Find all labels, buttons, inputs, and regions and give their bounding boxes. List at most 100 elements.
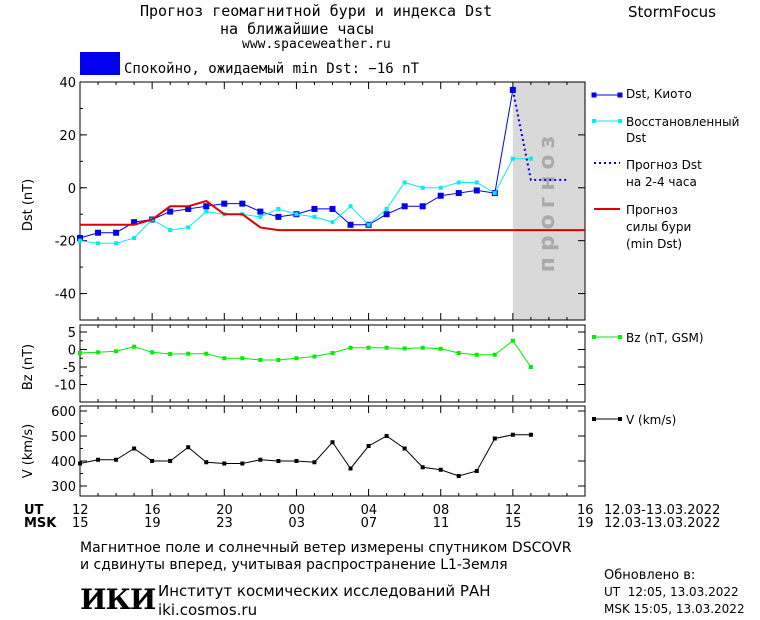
y-tick-label: 0 <box>68 182 76 197</box>
dst-restored-point <box>114 241 119 246</box>
y-tick-label: 0 <box>68 344 76 359</box>
bz-point <box>276 358 281 362</box>
dst-restored-point <box>510 156 515 161</box>
dst-restored-point <box>348 204 353 209</box>
legend-dst-forecast-1: Прогноз Dst <box>626 158 702 172</box>
bz-point <box>402 346 407 351</box>
bz-point <box>312 354 317 359</box>
v-point <box>186 445 191 450</box>
y-tick-label: -10 <box>55 379 76 394</box>
dst-kyoto-point <box>383 211 390 218</box>
y-tick-label: 20 <box>59 129 76 144</box>
bz-point <box>492 352 497 357</box>
v-point <box>240 461 245 466</box>
forecast-zone-label: прогноз <box>535 130 560 273</box>
v-point <box>312 460 317 465</box>
v-line <box>79 434 531 477</box>
dst-kyoto-point <box>239 200 246 207</box>
dst-restored-point <box>330 220 335 225</box>
dst-kyoto-point <box>455 190 462 197</box>
legend-dst-restored-1: Восстановленный <box>626 115 740 129</box>
bz-point <box>240 356 245 361</box>
v-point <box>438 467 443 472</box>
dst-kyoto-point <box>275 213 282 220</box>
site-url[interactable]: www.spaceweather.ru <box>242 37 391 52</box>
ut-tick-label: 04 <box>360 503 378 518</box>
legend-bz: Bz (nT, GSM) <box>626 331 704 345</box>
bz-point <box>420 345 425 350</box>
v-point <box>96 457 101 462</box>
msk-tick-label: 15 <box>72 516 89 531</box>
v-point <box>168 459 173 463</box>
legend-dst-forecast-2: на 2-4 часа <box>626 175 697 189</box>
bz-point <box>150 350 155 355</box>
msk-tick-label: 03 <box>288 516 305 531</box>
v-point <box>132 446 137 451</box>
msk-tick-label: 07 <box>360 516 378 531</box>
dst-restored-point <box>258 214 263 219</box>
bz-line <box>79 340 532 368</box>
bz-point <box>204 351 209 356</box>
ut-tick-label: 12 <box>504 503 522 518</box>
dst-kyoto-point <box>113 229 120 236</box>
v-point <box>366 444 371 448</box>
institute-site[interactable]: iki.cosmos.ru <box>158 601 258 619</box>
dst-restored-point <box>276 206 281 211</box>
bz-point <box>132 344 137 349</box>
title-line-2: на ближайшие часы <box>220 20 374 38</box>
legend-dst-restored-2: Dst <box>626 131 647 145</box>
dst-restored-point <box>528 156 533 161</box>
date-range-ut: 12.03-13.03.2022 <box>604 503 721 518</box>
v-point <box>114 457 119 462</box>
bz-point <box>456 351 461 355</box>
dst-restored-point <box>96 241 101 246</box>
dst-kyoto-point <box>347 221 354 228</box>
v-point <box>348 466 353 471</box>
legend-bz-marker <box>592 335 596 339</box>
updated-ut: UT 12:05, 13.03.2022 <box>604 585 739 599</box>
status-indicator <box>80 52 120 75</box>
panel-frame <box>79 81 586 321</box>
dst-restored-point <box>420 185 425 190</box>
updated-label: Обновлено в: <box>604 568 696 583</box>
iki-logo: ИКИ <box>80 583 156 616</box>
v-point <box>294 459 299 463</box>
dst-kyoto-point <box>473 187 480 194</box>
v-point <box>258 457 263 462</box>
bz-point <box>330 351 335 355</box>
dst-restored-point <box>438 185 443 190</box>
y-tick-label: 40 <box>59 76 76 91</box>
v-point <box>474 469 479 473</box>
v-point <box>78 461 82 466</box>
y-axis-title: V (km/s) <box>21 424 36 479</box>
dst-restored-point <box>204 209 209 214</box>
msk-tick-label: 19 <box>577 516 594 531</box>
forecast-zone <box>512 82 585 320</box>
v-point <box>384 434 389 438</box>
msk-axis-label: MSK <box>24 516 57 531</box>
dst-kyoto-point <box>95 229 102 236</box>
y-tick-label: -20 <box>55 235 76 250</box>
msk-tick-label: 23 <box>216 516 233 531</box>
dst-forecast-line <box>511 89 567 181</box>
bz-point <box>96 350 101 355</box>
ut-tick-label: 00 <box>288 503 305 518</box>
dst-restored-point <box>366 222 371 227</box>
legend-v: V (km/s) <box>626 413 677 427</box>
legend-dst-restored-marker <box>592 119 596 123</box>
panel-frame <box>79 405 586 497</box>
dst-restored-point <box>474 180 479 185</box>
legend-bz-marker <box>618 335 622 339</box>
panel-frame <box>79 324 586 403</box>
v-point <box>492 436 497 441</box>
y-tick-label: -40 <box>55 288 76 303</box>
dst-kyoto-point <box>167 208 174 215</box>
status-text: Спокойно, ожидаемый min Dst: −16 nT <box>124 61 420 77</box>
v-point <box>330 440 335 445</box>
dst-restored-point <box>132 236 137 241</box>
bz-point <box>186 351 191 356</box>
bz-point <box>510 338 515 343</box>
bz-point <box>114 349 119 354</box>
dst-restored-point <box>78 238 82 243</box>
